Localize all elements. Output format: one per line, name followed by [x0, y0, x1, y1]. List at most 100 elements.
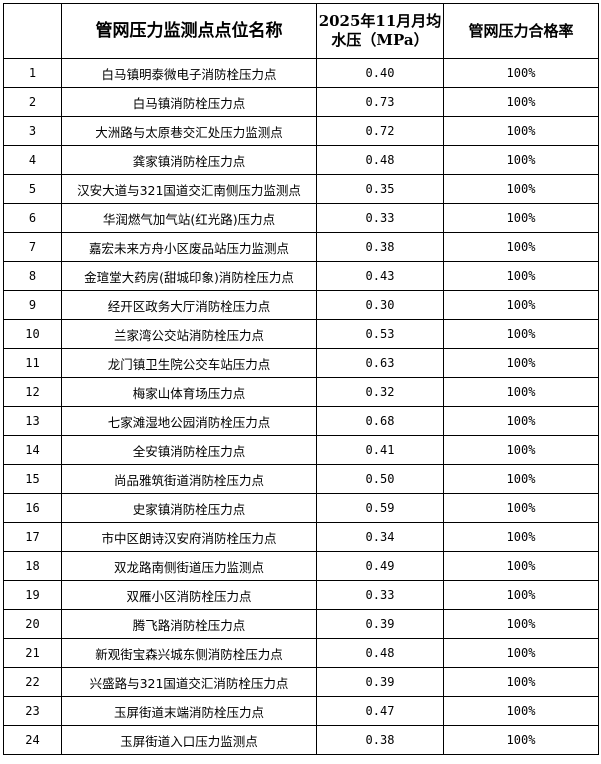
pass-rate-cell: 100% — [443, 406, 599, 436]
avg-pressure-cell: 0.50 — [316, 464, 444, 494]
table-row: 10 兰家湾公交站消防栓压力点 0.53 100% — [3, 319, 599, 349]
table-row: 23 玉屏街道末端消防栓压力点 0.47 100% — [3, 696, 599, 726]
table-row: 17 市中区朗诗汉安府消防栓压力点 0.34 100% — [3, 522, 599, 552]
pass-rate-cell: 100% — [443, 580, 599, 610]
row-index-cell: 8 — [3, 261, 62, 291]
row-index-cell: 6 — [3, 203, 62, 233]
row-index-cell: 16 — [3, 493, 62, 523]
pass-rate-cell: 100% — [443, 609, 599, 639]
avg-pressure-cell: 0.35 — [316, 174, 444, 204]
point-name-cell: 大洲路与太原巷交汇处压力监测点 — [61, 116, 317, 146]
point-name-cell: 白马镇消防栓压力点 — [61, 87, 317, 117]
pass-rate-cell: 100% — [443, 522, 599, 552]
header-pass-rate: 管网压力合格率 — [443, 3, 599, 59]
header-avg-pressure: 2025年11月月均水压（MPa） — [316, 3, 444, 59]
row-index-cell: 2 — [3, 87, 62, 117]
table-row: 22 兴盛路与321国道交汇消防栓压力点 0.39 100% — [3, 667, 599, 697]
point-name-cell: 华润燃气加气站(红光路)压力点 — [61, 203, 317, 233]
point-name-cell: 新观街宝森兴城东侧消防栓压力点 — [61, 638, 317, 668]
avg-pressure-cell: 0.41 — [316, 435, 444, 465]
avg-pressure-cell: 0.33 — [316, 203, 444, 233]
point-name-cell: 龚家镇消防栓压力点 — [61, 145, 317, 175]
row-index-cell: 4 — [3, 145, 62, 175]
pass-rate-cell: 100% — [443, 464, 599, 494]
point-name-cell: 全安镇消防栓压力点 — [61, 435, 317, 465]
avg-pressure-cell: 0.40 — [316, 58, 444, 88]
pass-rate-cell: 100% — [443, 232, 599, 262]
pass-rate-cell: 100% — [443, 377, 599, 407]
avg-pressure-cell: 0.33 — [316, 580, 444, 610]
row-index-cell: 19 — [3, 580, 62, 610]
header-avg-pressure-text: 2025年11月月均水压（MPa） — [318, 12, 442, 49]
avg-pressure-cell: 0.38 — [316, 725, 444, 755]
point-name-cell: 龙门镇卫生院公交车站压力点 — [61, 348, 317, 378]
table-row: 19 双雁小区消防栓压力点 0.33 100% — [3, 580, 599, 610]
point-name-cell: 经开区政务大厅消防栓压力点 — [61, 290, 317, 320]
pass-rate-cell: 100% — [443, 261, 599, 291]
row-index-cell: 12 — [3, 377, 62, 407]
row-index-cell: 9 — [3, 290, 62, 320]
avg-pressure-cell: 0.38 — [316, 232, 444, 262]
avg-pressure-cell: 0.43 — [316, 261, 444, 291]
point-name-cell: 玉屏街道末端消防栓压力点 — [61, 696, 317, 726]
avg-pressure-cell: 0.34 — [316, 522, 444, 552]
avg-pressure-cell: 0.39 — [316, 609, 444, 639]
pass-rate-cell: 100% — [443, 319, 599, 349]
row-index-cell: 1 — [3, 58, 62, 88]
row-index-cell: 11 — [3, 348, 62, 378]
avg-pressure-cell: 0.53 — [316, 319, 444, 349]
pass-rate-cell: 100% — [443, 725, 599, 755]
table-row: 20 腾飞路消防栓压力点 0.39 100% — [3, 609, 599, 639]
row-index-cell: 14 — [3, 435, 62, 465]
pass-rate-cell: 100% — [443, 116, 599, 146]
row-index-cell: 3 — [3, 116, 62, 146]
table-row: 5 汉安大道与321国道交汇南侧压力监测点 0.35 100% — [3, 174, 599, 204]
point-name-cell: 市中区朗诗汉安府消防栓压力点 — [61, 522, 317, 552]
pass-rate-cell: 100% — [443, 87, 599, 117]
table-body: 1 白马镇明泰微电子消防栓压力点 0.40 100% 2 白马镇消防栓压力点 0.73 100… — [3, 58, 599, 755]
row-index-cell: 15 — [3, 464, 62, 494]
header-row: 管网压力监测点点位名称 2025年11月月均水压（MPa） 管网压力合格率 — [3, 3, 599, 59]
avg-pressure-cell: 0.47 — [316, 696, 444, 726]
pass-rate-cell: 100% — [443, 203, 599, 233]
table-row: 16 史家镇消防栓压力点 0.59 100% — [3, 493, 599, 523]
pass-rate-cell: 100% — [443, 145, 599, 175]
row-index-cell: 20 — [3, 609, 62, 639]
pass-rate-cell: 100% — [443, 667, 599, 697]
row-index-cell: 5 — [3, 174, 62, 204]
point-name-cell: 嘉宏未来方舟小区废品站压力监测点 — [61, 232, 317, 262]
avg-pressure-cell: 0.59 — [316, 493, 444, 523]
pass-rate-cell: 100% — [443, 290, 599, 320]
pass-rate-cell: 100% — [443, 638, 599, 668]
avg-pressure-cell: 0.32 — [316, 377, 444, 407]
table-row: 15 尚品雅筑街道消防栓压力点 0.50 100% — [3, 464, 599, 494]
row-index-cell: 10 — [3, 319, 62, 349]
table-row: 12 梅家山体育场压力点 0.32 100% — [3, 377, 599, 407]
pass-rate-cell: 100% — [443, 174, 599, 204]
table-row: 8 金瑄堂大药房(甜城印象)消防栓压力点 0.43 100% — [3, 261, 599, 291]
row-index-cell: 24 — [3, 725, 62, 755]
table-row: 24 玉屏街道入口压力监测点 0.38 100% — [3, 725, 599, 755]
table-row: 2 白马镇消防栓压力点 0.73 100% — [3, 87, 599, 117]
row-index-cell: 23 — [3, 696, 62, 726]
row-index-cell: 7 — [3, 232, 62, 262]
point-name-cell: 梅家山体育场压力点 — [61, 377, 317, 407]
avg-pressure-cell: 0.73 — [316, 87, 444, 117]
table-row: 3 大洲路与太原巷交汇处压力监测点 0.72 100% — [3, 116, 599, 146]
point-name-cell: 七家滩湿地公园消防栓压力点 — [61, 406, 317, 436]
table-row: 11 龙门镇卫生院公交车站压力点 0.63 100% — [3, 348, 599, 378]
avg-pressure-cell: 0.68 — [316, 406, 444, 436]
point-name-cell: 腾飞路消防栓压力点 — [61, 609, 317, 639]
row-index-cell: 17 — [3, 522, 62, 552]
point-name-cell: 双龙路南侧街道压力监测点 — [61, 551, 317, 581]
row-index-cell: 21 — [3, 638, 62, 668]
pass-rate-cell: 100% — [443, 696, 599, 726]
point-name-cell: 兴盛路与321国道交汇消防栓压力点 — [61, 667, 317, 697]
row-index-cell: 18 — [3, 551, 62, 581]
avg-pressure-cell: 0.30 — [316, 290, 444, 320]
table-row: 1 白马镇明泰微电子消防栓压力点 0.40 100% — [3, 58, 599, 88]
point-name-cell: 玉屏街道入口压力监测点 — [61, 725, 317, 755]
header-point-name: 管网压力监测点点位名称 — [61, 3, 317, 59]
table-row: 18 双龙路南侧街道压力监测点 0.49 100% — [3, 551, 599, 581]
